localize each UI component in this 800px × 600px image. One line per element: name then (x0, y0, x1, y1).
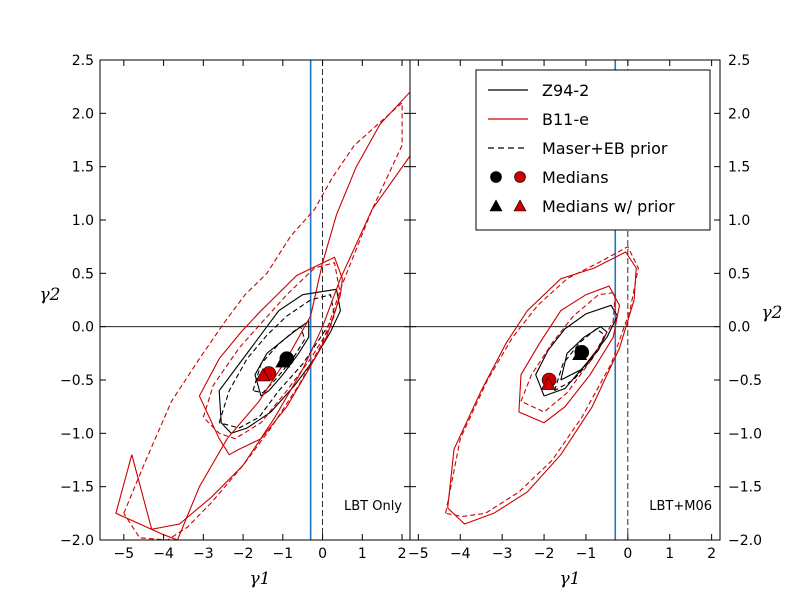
legend-circle-red (514, 171, 526, 183)
y-tick-label: −0.5 (60, 373, 94, 389)
x-tick-label: −4 (450, 546, 471, 562)
panel-left: −5 −4 −3 −2 −1 0 1 2 −2.0 −1.5 −1.0 −0.5 0.0 0.5 1.0 1.… (40, 53, 411, 589)
x-tick-label: −4 (153, 546, 174, 562)
contour-b11-e-solid-1 (447, 251, 637, 525)
median-triangle-2 (275, 354, 291, 368)
legend-entry: B11-e (488, 110, 589, 129)
panel-right: −5 −4 −3 −2 −1 0 1 2 −2.0 −1.5 −1.0 −0.5 0.0 0.5 1.0 1.… (408, 53, 782, 589)
x-tick-label: −5 (408, 546, 429, 562)
panel-label: LBT Only (344, 499, 402, 514)
contour-z94-2-dashed-0 (553, 328, 606, 392)
median-triangle-3 (540, 376, 556, 390)
x-tick-label: −3 (193, 546, 214, 562)
contour-z94-2-solid-1 (218, 288, 341, 434)
x-tick-label: 1 (665, 546, 674, 562)
legend-label: Z94-2 (542, 81, 589, 100)
legend-circle-black (490, 171, 502, 183)
y-tick-label: −1.5 (728, 480, 762, 496)
y-tick-label: 0.5 (728, 266, 750, 282)
legend-box (475, 69, 711, 231)
y-axis-label: γ2 (40, 285, 61, 305)
x-tick-label: −2 (233, 546, 254, 562)
x-axis-label: γ1 (250, 569, 271, 589)
legend-entry: Medians (490, 168, 609, 187)
y-tick-label: 0.0 (728, 320, 750, 336)
y-tick-label: −1.0 (60, 426, 94, 442)
contour-b11-e-dashed-1 (445, 245, 639, 518)
contour-b11-e-solid-1 (115, 91, 410, 540)
x-tick-label: 1 (358, 546, 367, 562)
contour-z94-2-solid-1 (535, 304, 619, 397)
legend-entry: Z94-2 (488, 81, 589, 100)
y-tick-label: 2.5 (72, 53, 94, 69)
legend: Z94-2 B11-e Maser+EB prior Medians Medians w… (475, 69, 711, 231)
x-tick-label: −3 (492, 546, 513, 562)
legend-entry: Maser+EB prior (488, 139, 668, 158)
contour-b11-e-solid-0 (518, 285, 621, 424)
y-tick-label: 1.0 (728, 213, 750, 229)
x-tick-label: −1 (576, 546, 597, 562)
y-tick-label: −2.0 (60, 533, 94, 549)
y-tick-label: 0.0 (72, 320, 94, 336)
y-tick-label: −1.0 (728, 426, 762, 442)
x-tick-label: 0 (623, 546, 632, 562)
y-axis-label: γ2 (762, 303, 783, 323)
y-tick-label: 1.5 (72, 160, 94, 176)
legend-label: B11-e (542, 110, 589, 129)
y-tick-label: 2.5 (728, 53, 750, 69)
legend-triangle-red (513, 199, 527, 212)
legend-label: Maser+EB prior (542, 139, 668, 158)
median-triangle-2 (572, 346, 588, 360)
y-tick-label: 2.0 (72, 106, 94, 122)
x-tick-label: 2 (398, 546, 407, 562)
x-tick-label: −2 (534, 546, 555, 562)
y-tick-label: 0.5 (72, 266, 94, 282)
legend-label: Medians w/ prior (542, 197, 675, 216)
contour-b11-e-dashed-0 (202, 262, 341, 440)
y-tick-label: 1.5 (728, 160, 750, 176)
panel-label: LBT+M06 (649, 499, 712, 514)
x-tick-label: −1 (273, 546, 294, 562)
legend-triangle-black (489, 199, 503, 212)
x-tick-label: 2 (707, 546, 716, 562)
y-tick-label: −2.0 (728, 533, 762, 549)
y-tick-label: 1.0 (72, 213, 94, 229)
x-tick-label: 0 (318, 546, 327, 562)
median-triangle-3 (255, 368, 271, 382)
y-tick-label: 2.0 (728, 106, 750, 122)
x-tick-label: −5 (114, 546, 135, 562)
y-tick-label: −1.5 (60, 480, 94, 496)
y-tick-label: −0.5 (728, 373, 762, 389)
axes-frame (99, 59, 411, 541)
axes-frame (409, 59, 721, 541)
contour-b11-e-dashed-1 (123, 101, 403, 540)
legend-label: Medians (542, 168, 609, 187)
x-axis-label: γ1 (560, 569, 581, 589)
contour-z94-2-solid-0 (254, 320, 310, 397)
legend-entry: Medians w/ prior (489, 197, 675, 216)
contour-z94-2-dashed-1 (218, 294, 336, 429)
contour-b11-e-dashed-0 (520, 291, 616, 413)
contour-b11-e-solid-0 (198, 256, 343, 456)
plot-area (100, 60, 410, 540)
